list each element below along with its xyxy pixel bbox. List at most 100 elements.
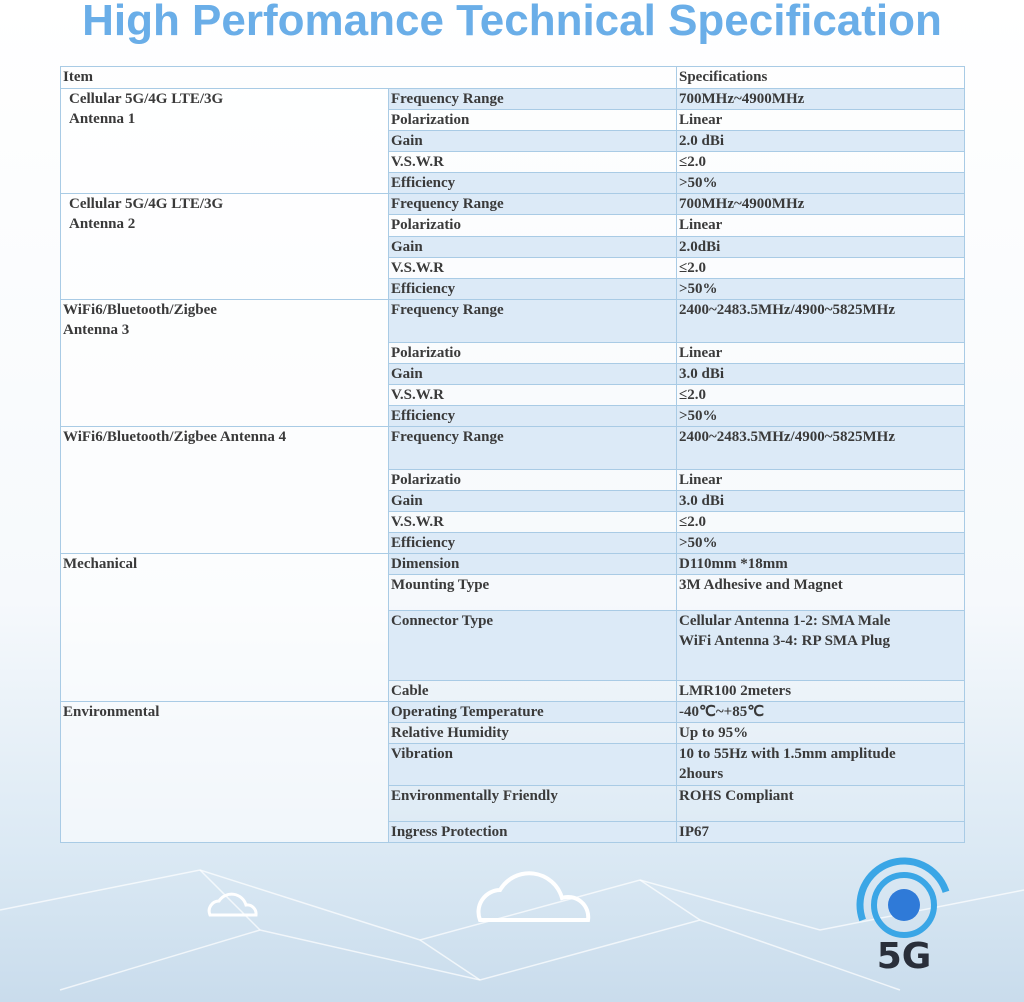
spec-cell: 3M Adhesive and Magnet [676,574,965,611]
cell-line: >50% [679,408,718,424]
cell-line: 10 to 55Hz with 1.5mm amplitude [679,746,896,762]
spec-row: Efficiency >50% [61,532,965,554]
cell-line: 700MHz~4900MHz [679,196,805,212]
spec-row: Gain 2.0 dBi [61,130,965,152]
parameter-cell: Operating Temperature [388,701,677,723]
cloud-icon [476,871,591,922]
spec-cell: ROHS Compliant [676,785,965,822]
spec-row: Gain 3.0 dBi [61,490,965,512]
item-cell: Cellular 5G/4G LTE/3G Antenna 1 [60,88,389,194]
spec-row: Ingress Protection IP67 [61,821,965,843]
parameter-cell: Environmentally Friendly [388,785,677,822]
cell-line: >50% [679,175,718,191]
parameter-cell: Gain [388,490,677,512]
spec-row: Relative Humidity Up to 95% [61,722,965,744]
cell-line: Cellular 5G/4G LTE/3G [69,91,224,107]
spec-cell: 2400~2483.5MHz/4900~5825MHz [676,426,965,470]
cell-line: Antenna 3 [63,322,130,338]
spec-cell: D110mm *18mm [676,553,965,575]
cell-line: 2400~2483.5MHz/4900~5825MHz [679,302,895,318]
spec-row: WiFi6/Bluetooth/Zigbee Antenna 4 Frequenc… [60,426,965,554]
spec-row: V.S.W.R ≤2.0 [61,511,965,533]
cell-line: 2.0 dBi [679,133,725,149]
spec-row: Gain 2.0dBi [61,236,965,258]
spec-cell: >50% [676,532,965,554]
parameter-cell: Polarizatio [388,469,677,491]
spec-row: WiFi6/Bluetooth/Zigbee Antenna 3 Frequency… [60,299,965,427]
cell-line: -40℃~+85℃ [679,704,765,720]
cell-line: 2.0dBi [679,239,721,255]
spec-cell: -40℃~+85℃ [676,701,965,723]
cell-line: 3.0 dBi [679,366,725,382]
spec-cell: ≤2.0 [676,151,965,173]
spec-cell: ≤2.0 [676,257,965,279]
cell-line: Linear [679,472,723,488]
cell-line: 2400~2483.5MHz/4900~5825MHz [679,429,895,445]
cell-line: Cellular Antenna 1-2: SMA Male [679,613,891,629]
cell-line: ≤2.0 [679,387,706,403]
item-cell: Environmental [60,701,389,843]
parameter-cell: V.S.W.R [388,384,677,406]
spec-row: Mounting Type 3M Adhesive and Magnet [61,574,965,611]
spec-cell: Linear [676,214,965,237]
parameter-cell: Efficiency [388,405,677,427]
spec-cell: Cellular Antenna 1-2: SMA Male WiFi Anten… [676,610,965,681]
spec-row: Efficiency >50% [61,405,965,427]
spec-cell: Linear [676,109,965,131]
cell-line: 3M Adhesive and Magnet [679,577,843,593]
spec-cell: 2400~2483.5MHz/4900~5825MHz [676,299,965,343]
spec-cell: 2.0 dBi [676,130,965,152]
parameter-cell: Gain [388,236,677,258]
spec-cell: 3.0 dBi [676,363,965,385]
cell-line: LMR100 2meters [679,683,792,699]
cloud-icon-small [207,892,258,917]
cell-line: Antenna 2 [69,216,136,232]
cell-line: >50% [679,281,718,297]
cell-line: WiFi Antenna 3-4: RP SMA Plug [679,633,890,649]
cell-line: Antenna 1 [69,111,136,127]
parameter-cell: Frequency Range [388,426,677,470]
spec-table: Item Specifications Cellular 5G/4G LTE/3G A… [60,66,965,843]
spec-cell: Up to 95% [676,722,965,744]
5g-badge: 5G [856,857,952,977]
parameter-cell: V.S.W.R [388,511,677,533]
spec-row: Cellular 5G/4G LTE/3G Antenna 2 Frequency … [60,193,965,300]
item-cell: WiFi6/Bluetooth/Zigbee Antenna 3 [60,299,389,427]
header-cell: Specifications [676,66,965,89]
spec-cell: 2.0dBi [676,236,965,258]
spec-cell: >50% [676,278,965,300]
item-cell: Cellular 5G/4G LTE/3G Antenna 2 [60,193,389,300]
parameter-cell: V.S.W.R [388,257,677,279]
cell-line: ROHS Compliant [679,788,794,804]
cell-line: Linear [679,112,723,128]
cell-line: Environmental [63,704,160,720]
spec-cell: Linear [676,469,965,491]
spec-row: Mechanical Dimension D110mm *18mm [60,553,965,702]
spec-row: Vibration 10 to 55Hz with 1.5mm amplitude… [61,743,965,786]
parameter-cell: Frequency Range [388,88,677,110]
cell-line: IP67 [679,824,709,840]
parameter-cell: Polarizatio [388,342,677,364]
header-row: Item Specifications [60,66,965,89]
item-cell: Mechanical [60,553,389,702]
cell-line: Mechanical [63,556,138,572]
item-cell: WiFi6/Bluetooth/Zigbee Antenna 4 [60,426,389,554]
spec-cell: >50% [676,172,965,194]
parameter-cell: Polarization [388,109,677,131]
page-title: High Perfomance Technical Specification [82,0,942,45]
cell-line: 2hours [679,766,724,782]
decoration: 5G [0,857,1024,991]
badge-label: 5G [877,936,932,977]
header-cell: Item [60,66,677,89]
spec-cell: 10 to 55Hz with 1.5mm amplitude 2hours [676,743,965,786]
cell-line: WiFi6/Bluetooth/Zigbee Antenna 4 [63,429,287,445]
spec-cell: 700MHz~4900MHz [676,193,965,215]
spec-cell: 700MHz~4900MHz [676,88,965,110]
parameter-cell: Cable [388,680,677,702]
parameter-cell: Mounting Type [388,574,677,611]
parameter-cell: Efficiency [388,172,677,194]
spec-row: Efficiency >50% [61,172,965,194]
cell-line: ≤2.0 [679,154,706,170]
cell-line: Linear [679,217,723,233]
cell-line: WiFi6/Bluetooth/Zigbee [63,302,217,318]
